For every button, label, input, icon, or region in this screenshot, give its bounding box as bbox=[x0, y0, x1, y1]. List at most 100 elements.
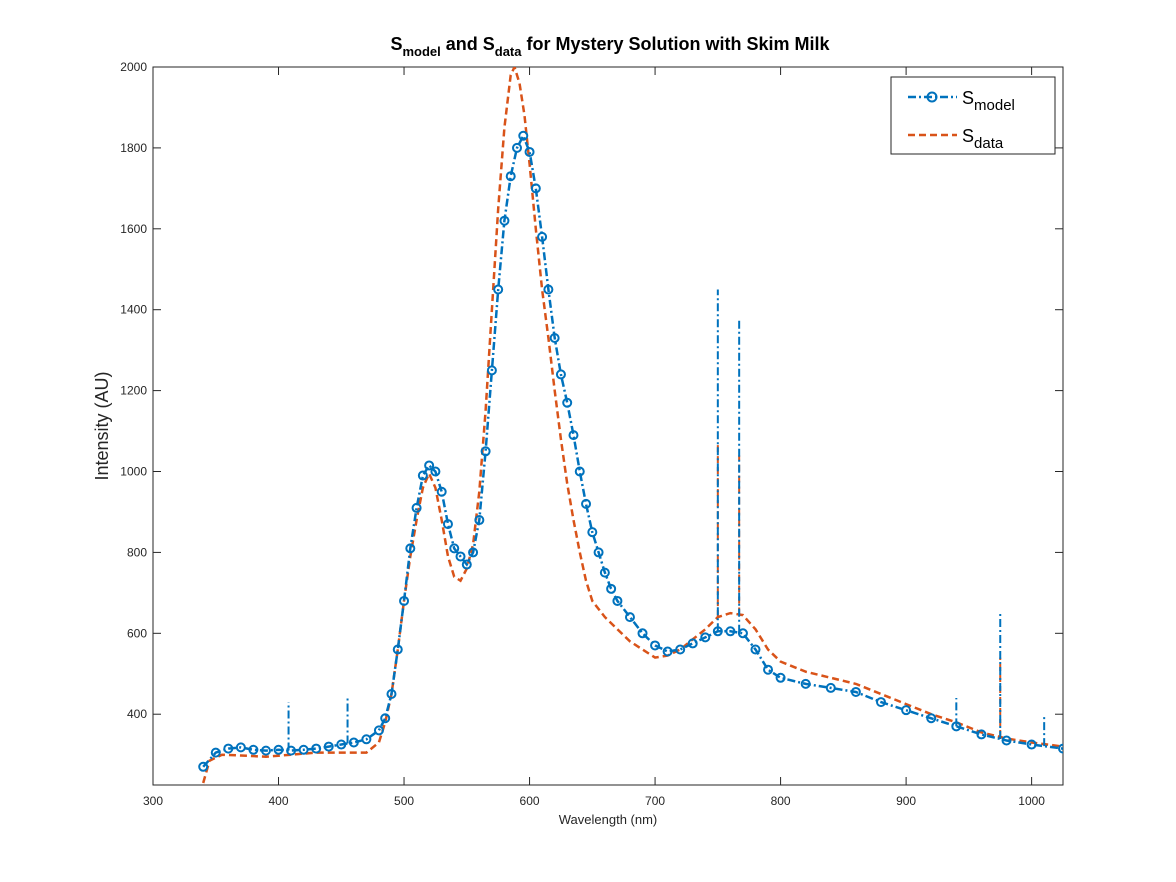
data-point-model bbox=[800, 678, 811, 689]
data-point-model bbox=[455, 551, 466, 562]
data-point-model bbox=[430, 466, 441, 477]
title-part2-sub: data bbox=[495, 44, 523, 59]
data-point-model bbox=[392, 644, 403, 655]
legend: Smodel Sdata bbox=[890, 76, 1056, 155]
data-point-model bbox=[505, 171, 516, 182]
title-part3: for Mystery Solution with Skim Milk bbox=[522, 34, 831, 54]
data-point-model bbox=[380, 713, 391, 724]
legend-label-model-sub: model bbox=[974, 97, 1015, 114]
legend-label-model-main: S bbox=[962, 88, 974, 108]
y-tick-label: 1000 bbox=[120, 465, 147, 479]
data-point-model bbox=[417, 470, 428, 481]
data-point-model bbox=[1026, 739, 1037, 750]
x-axis: 300 400 500 600 700 800 900 1000 bbox=[143, 67, 1045, 808]
x-tick-label: 400 bbox=[269, 794, 289, 808]
data-point-model bbox=[248, 744, 259, 755]
data-point-model bbox=[311, 743, 322, 754]
legend-label-data: Sdata bbox=[962, 126, 1004, 152]
data-point-model bbox=[298, 744, 309, 755]
data-point-model bbox=[361, 734, 372, 745]
data-point-model bbox=[612, 595, 623, 606]
data-point-model bbox=[581, 498, 592, 509]
title-part2: and S bbox=[441, 34, 495, 54]
data-point-model bbox=[223, 743, 234, 754]
axes-box bbox=[152, 66, 1064, 786]
x-tick-label: 900 bbox=[896, 794, 916, 808]
data-point-model bbox=[700, 632, 711, 643]
data-point-model bbox=[260, 745, 271, 756]
data-point-model bbox=[876, 697, 886, 708]
data-point-model bbox=[530, 183, 541, 194]
data-point-model bbox=[662, 646, 673, 657]
data-point-model bbox=[976, 729, 987, 740]
title-part1-sub: model bbox=[402, 44, 440, 59]
data-point-model bbox=[606, 583, 617, 594]
series-layer bbox=[198, 67, 1063, 784]
data-point-model bbox=[901, 705, 912, 716]
chart-title: Smodel and Sdata for Mystery Solution wi… bbox=[390, 34, 830, 59]
data-point-model bbox=[210, 747, 221, 758]
y-tick-label: 600 bbox=[127, 626, 147, 640]
data-point-model bbox=[687, 638, 698, 649]
data-point-model bbox=[537, 231, 548, 242]
y-tick-label: 800 bbox=[127, 545, 147, 559]
data-point-model bbox=[926, 713, 937, 724]
data-point-model bbox=[399, 595, 410, 606]
data-point-model bbox=[775, 672, 786, 683]
data-point-model bbox=[1058, 743, 1063, 754]
data-point-model bbox=[555, 369, 566, 380]
y-tick-label: 400 bbox=[127, 707, 147, 721]
legend-entry-data: Sdata bbox=[908, 126, 1004, 152]
data-point-model bbox=[405, 543, 416, 554]
data-point-model bbox=[493, 284, 504, 295]
data-point-model bbox=[518, 130, 529, 141]
legend-marker-model bbox=[926, 91, 938, 103]
data-point-model bbox=[461, 559, 472, 570]
data-point-model bbox=[348, 737, 359, 748]
legend-entry-model: Smodel bbox=[908, 88, 1015, 114]
data-point-model bbox=[524, 146, 535, 157]
data-point-model bbox=[725, 626, 736, 637]
x-tick-label: 1000 bbox=[1018, 794, 1045, 808]
legend-label-data-main: S bbox=[962, 126, 974, 146]
data-point-model bbox=[750, 644, 761, 655]
x-tick-label: 300 bbox=[143, 794, 163, 808]
y-tick-label: 1600 bbox=[120, 222, 147, 236]
data-point-model bbox=[1001, 735, 1012, 746]
data-point-model bbox=[323, 741, 334, 752]
x-tick-label: 700 bbox=[645, 794, 665, 808]
data-point-model bbox=[624, 612, 635, 623]
data-point-model bbox=[486, 365, 497, 376]
y-tick-label: 2000 bbox=[120, 60, 147, 74]
data-point-model bbox=[499, 215, 510, 226]
data-point-model bbox=[549, 333, 560, 344]
data-point-model bbox=[449, 543, 460, 554]
data-point-model bbox=[568, 430, 579, 441]
data-point-model bbox=[675, 644, 686, 655]
data-point-model bbox=[599, 567, 610, 578]
data-point-model bbox=[235, 742, 246, 753]
data-point-model bbox=[650, 640, 661, 651]
x-tick-label: 500 bbox=[394, 794, 414, 808]
data-point-model bbox=[637, 628, 648, 639]
y-tick-label: 1800 bbox=[120, 141, 147, 155]
data-point-model bbox=[737, 628, 748, 639]
data-point-model bbox=[424, 460, 435, 471]
y-tick-label: 1400 bbox=[120, 303, 147, 317]
data-point-model bbox=[436, 486, 447, 497]
data-point-model bbox=[951, 721, 962, 732]
legend-box bbox=[890, 76, 1056, 155]
legend-label-data-sub: data bbox=[974, 135, 1004, 152]
title-part1: S bbox=[390, 34, 402, 54]
x-tick-label: 800 bbox=[771, 794, 791, 808]
data-point-model bbox=[562, 397, 573, 408]
data-point-model bbox=[474, 515, 485, 526]
x-axis-label: Wavelength (nm) bbox=[559, 812, 658, 827]
y-tick-label: 1200 bbox=[120, 384, 147, 398]
data-point-model bbox=[373, 725, 384, 736]
data-point-model bbox=[273, 744, 284, 755]
data-point-model bbox=[336, 739, 347, 750]
data-point-model bbox=[198, 761, 209, 772]
y-axis-label: Intensity (AU) bbox=[92, 371, 112, 480]
